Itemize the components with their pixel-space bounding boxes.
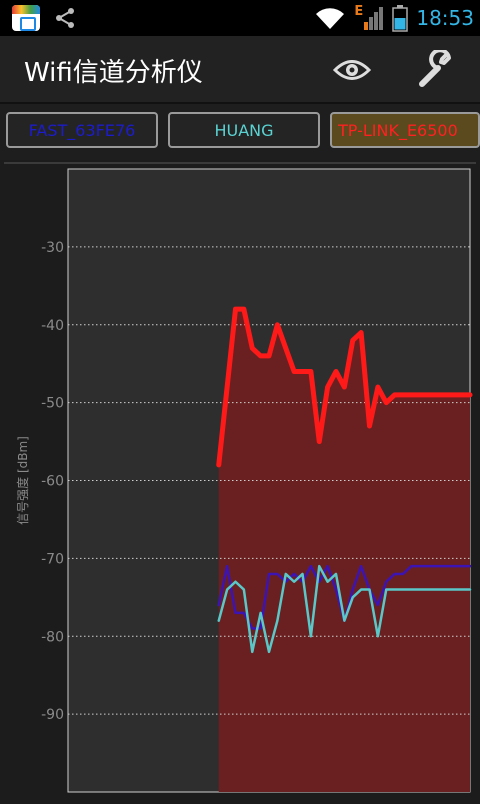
clock: 18:53: [416, 6, 474, 30]
y-tick-label: -40: [41, 318, 64, 334]
eye-icon: [333, 60, 371, 80]
battery-icon: [392, 5, 409, 32]
action-bar: Wifi信道分析仪: [0, 36, 480, 104]
y-tick-label: -60: [41, 474, 64, 490]
network-tabs: FAST_63FE76 HUANG TP-LINK_E6500: [0, 104, 480, 164]
visibility-button[interactable]: [330, 50, 374, 90]
wifi-icon: [316, 8, 345, 30]
wrench-icon: [419, 50, 451, 87]
series-line-2: [216, 306, 473, 468]
network-type-label: E: [354, 4, 364, 19]
app-icon: [12, 5, 40, 31]
signal-area-fill: [218, 309, 470, 792]
y-axis-label: 信号强度 [dBm]: [15, 436, 30, 525]
status-bar: E 18:53: [0, 0, 480, 36]
y-tick-label: -30: [41, 240, 64, 256]
divider: [4, 162, 476, 164]
share-icon: [56, 8, 74, 28]
y-tick-label: -80: [41, 629, 64, 645]
tab-label: TP-LINK_E6500: [338, 120, 458, 140]
y-tick-label: -90: [41, 707, 64, 723]
series-line-1: [217, 564, 472, 654]
tab-network-fast[interactable]: FAST_63FE76: [6, 112, 158, 148]
y-tick-label: -50: [41, 396, 64, 412]
signal-chart: -30 -40 -50 -60 -70 -80 -90 信号强度 [dBm]: [0, 164, 480, 800]
tab-network-huang[interactable]: HUANG: [168, 112, 320, 148]
tab-label: FAST_63FE76: [28, 120, 136, 140]
signal-chart-svg: -30 -40 -50 -60 -70 -80 -90 信号强度 [dBm]: [15, 168, 473, 793]
tab-label: HUANG: [214, 120, 274, 140]
y-tick-label: -70: [41, 551, 64, 567]
mobile-signal-icon: E: [354, 4, 384, 32]
tab-network-tplink[interactable]: TP-LINK_E6500: [330, 112, 480, 148]
settings-button[interactable]: [414, 50, 458, 90]
app-title: Wifi信道分析仪: [24, 58, 203, 88]
